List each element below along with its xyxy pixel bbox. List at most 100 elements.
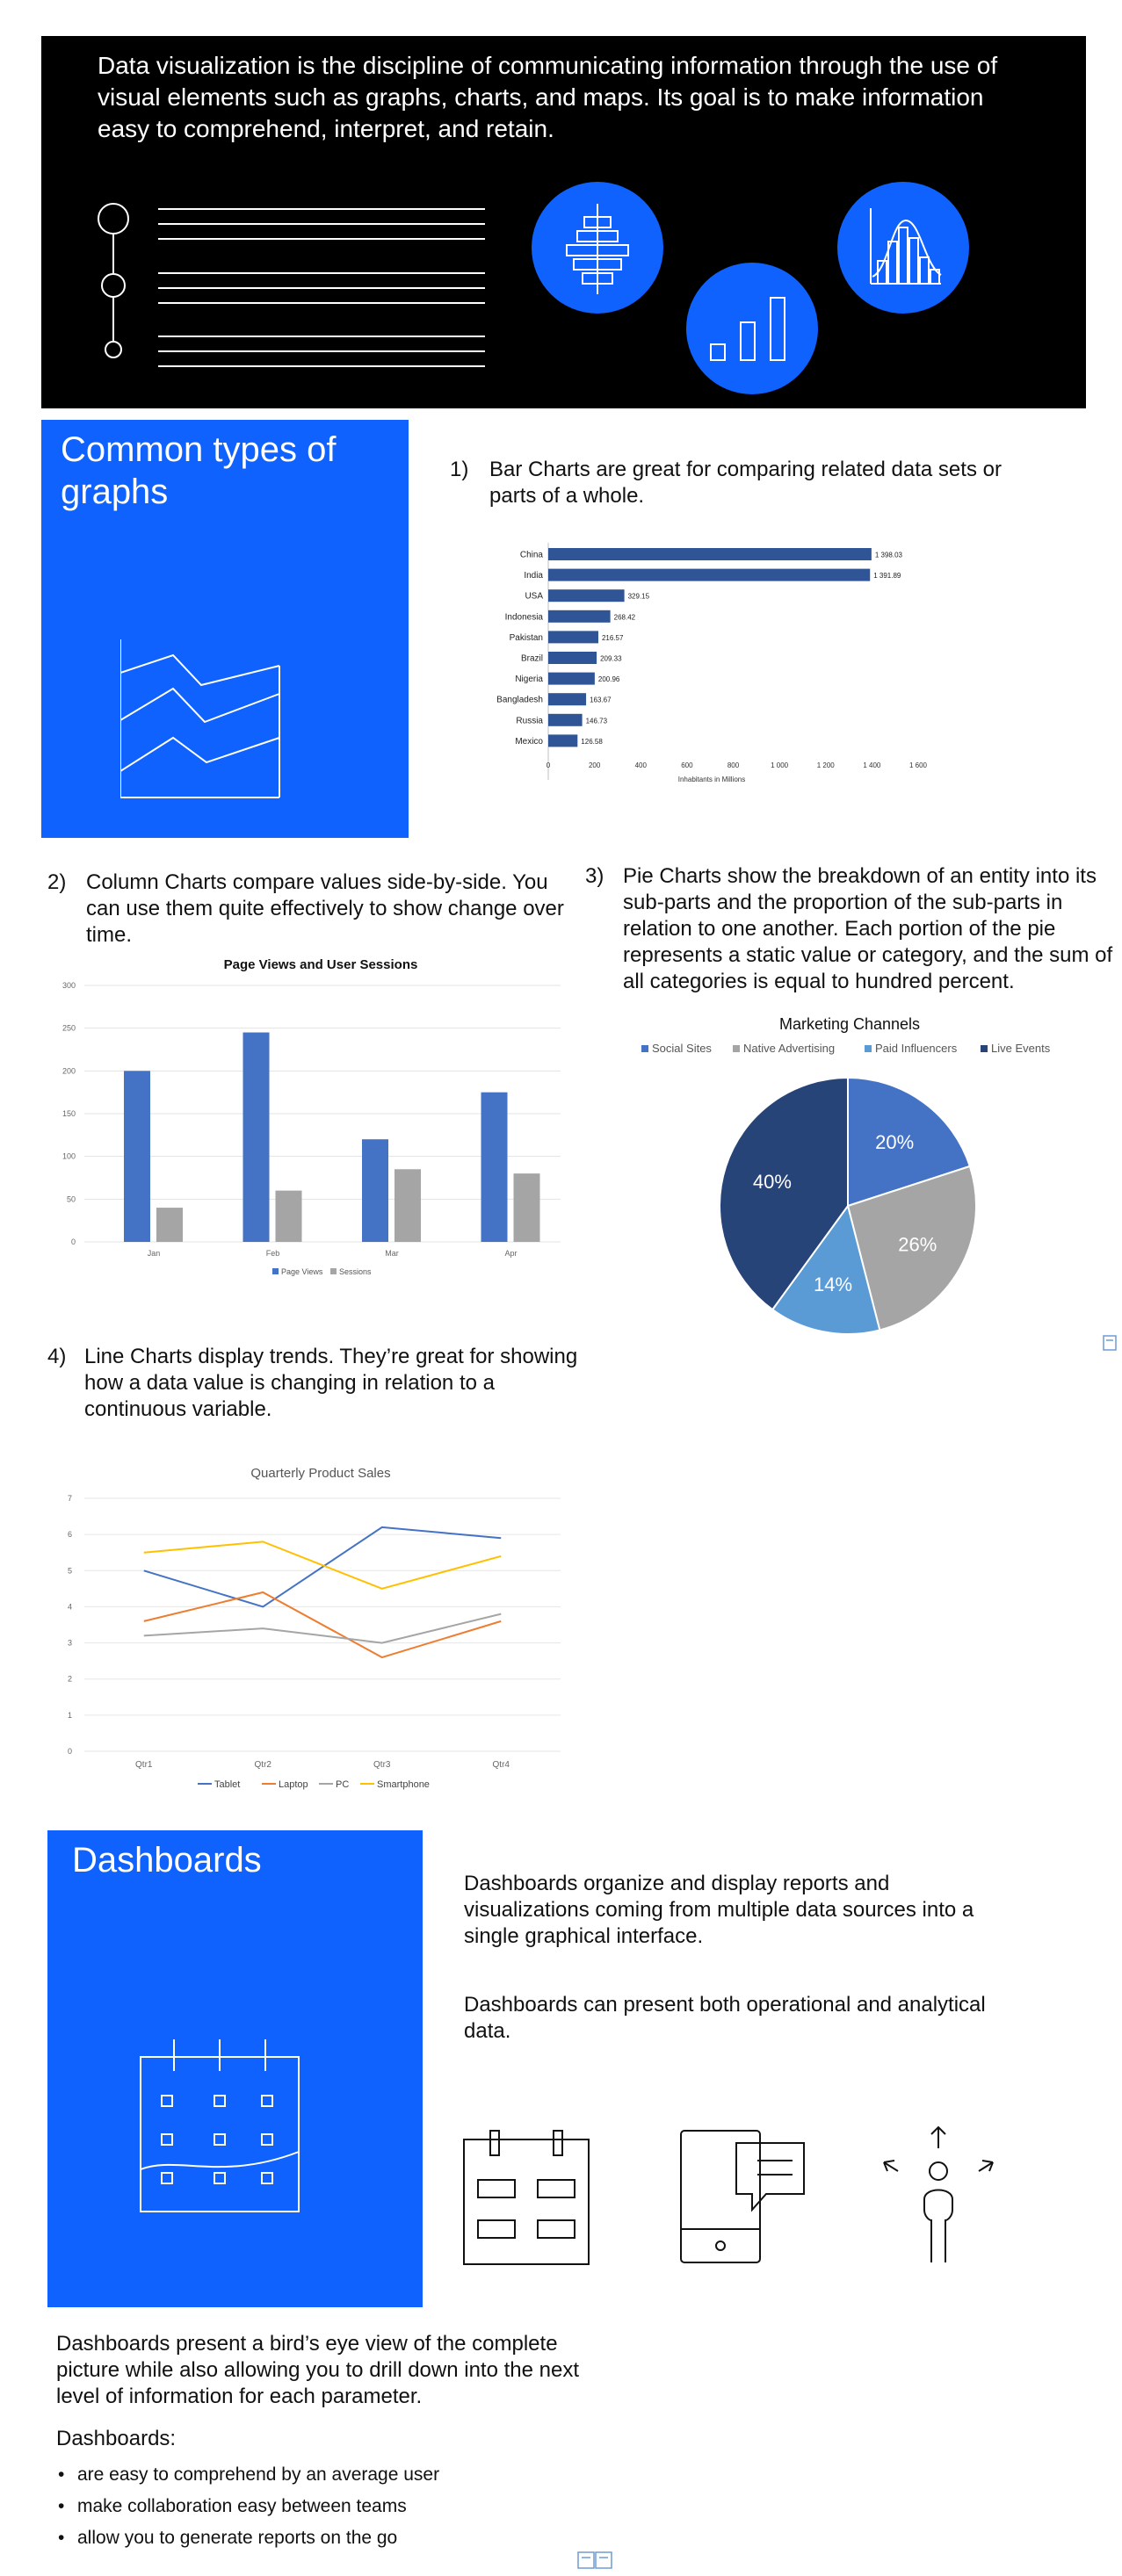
category-label: China [520, 551, 544, 560]
value-label: 200.96 [598, 675, 620, 683]
legend-label: Smartphone [377, 1779, 430, 1790]
x-tick-label: 1 200 [817, 761, 836, 769]
chart-title: Quarterly Product Sales [250, 1466, 390, 1481]
line-smartphone [143, 1541, 502, 1590]
bar-chart-icon [686, 263, 818, 394]
item-number: 1) [450, 458, 469, 481]
list-item: are easy to comprehend by an average use… [56, 2459, 601, 2491]
y-tick-label: 6 [68, 1530, 72, 1539]
value-label: 329.15 [628, 593, 650, 601]
x-tick-label: Qtr2 [255, 1760, 272, 1770]
category-label: Mexico [515, 737, 543, 747]
y-tick-label: 150 [62, 1109, 76, 1118]
legend-label: Tablet [214, 1779, 240, 1790]
category-label: Bangladesh [496, 696, 543, 705]
x-tick-label: Feb [266, 1249, 280, 1258]
y-tick-label: 0 [71, 1237, 76, 1246]
x-tick-label: 600 [681, 761, 693, 769]
line-pc [143, 1613, 502, 1644]
y-tick-label: 200 [62, 1066, 76, 1075]
pie-legend: Social Sites Native Advertising Paid Influ… [641, 1042, 1051, 1055]
x-tick-label: 800 [727, 761, 740, 769]
x-tick-label: 1 600 [909, 761, 928, 769]
x-tick-label: Jan [148, 1249, 161, 1258]
x-axis-label: Inhabitants in Millions [678, 776, 745, 783]
value-label: 268.42 [614, 613, 636, 621]
x-tick-label: Qtr1 [135, 1760, 153, 1770]
hero-banner: Data visualization is the discipline of … [41, 36, 1086, 408]
population-pyramid-icon [532, 182, 663, 314]
value-label: 126.58 [581, 738, 603, 746]
category-label: Indonesia [505, 612, 544, 622]
column-chart-description: 2) Column Charts compare values side-by-… [47, 869, 575, 954]
legend-label: Social Sites [652, 1042, 712, 1055]
x-tick-label: 200 [589, 761, 601, 769]
legend-label: Laptop [279, 1779, 308, 1790]
legend-swatch [330, 1268, 337, 1274]
legend-label: Sessions [339, 1267, 372, 1276]
distribution-chart-icon [837, 182, 969, 314]
columns: 0 50 100 150 200 250 300 Jan Feb Mar Apr Page Views… [62, 981, 561, 1276]
person-directions-icon [883, 2125, 994, 2262]
value-label: 209.33 [600, 655, 622, 663]
column-sessions [156, 1208, 183, 1242]
page-views-column-chart: Page Views and User Sessions 0 50 100 150 20… [62, 957, 561, 1276]
legend-label: Paid Influencers [875, 1042, 958, 1055]
x-tick-label: Qtr3 [373, 1760, 391, 1770]
bar [548, 734, 578, 747]
legend-label: Live Events [991, 1042, 1051, 1055]
legend-swatch [865, 1045, 872, 1052]
column-page-views [124, 1071, 150, 1242]
category-label: Russia [516, 716, 543, 725]
lines: 0 1 2 3 4 5 6 7 Qtr1 Qtr2 Qtr3 Qtr4 Tablet Laptop PC Sm… [68, 1494, 561, 1790]
book-icon [1103, 1335, 1117, 1351]
x-tick-label: 1 400 [863, 761, 881, 769]
book-icon [577, 2551, 612, 2569]
dashboards-data-types: Dashboards can present both operational … [464, 1993, 986, 2043]
pie-slice [771, 1203, 881, 1335]
pie-chart-description: 3) Pie Charts show the breakdown of an e… [585, 863, 1117, 993]
item-text: Line Charts display trends. They’re grea… [84, 1345, 578, 1421]
legend-swatch [733, 1045, 740, 1052]
slice-label: 14% [814, 1274, 852, 1295]
x-tick-label: 1 000 [771, 761, 789, 769]
y-tick-label: 250 [62, 1024, 76, 1033]
y-tick-label: 4 [68, 1602, 72, 1611]
pie-slices: 20% 26% 14% 40% [719, 1076, 977, 1335]
x-tick-label: Qtr4 [493, 1760, 510, 1770]
dashboards-list-heading: Dashboards: [56, 2427, 177, 2450]
dashboards-overview: Dashboards present a bird’s eye view of … [56, 2332, 579, 2408]
dashboards-section-title: Dashboards [72, 1841, 262, 1880]
y-tick-label: 5 [68, 1566, 72, 1575]
slice-label: 20% [875, 1131, 914, 1153]
line-tablet [143, 1526, 502, 1608]
value-label: 1 398.03 [875, 552, 903, 559]
column-page-views [481, 1092, 508, 1242]
item-number: 4) [47, 1345, 67, 1368]
item-number: 2) [47, 870, 67, 894]
legend-swatch [641, 1045, 648, 1052]
area-chart-icon [120, 639, 280, 798]
quarterly-sales-line-chart: Quarterly Product Sales 0 1 2 3 4 5 6 7 Qtr1 Qtr2… [68, 1466, 561, 1790]
pie-slice [846, 1165, 977, 1331]
legend-label: Page Views [281, 1267, 323, 1276]
value-label: 1 391.89 [873, 572, 901, 580]
column-sessions [513, 1173, 540, 1242]
bar-chart-description: 1) Bar Charts are great for comparing re… [450, 457, 1012, 518]
pie-slice [719, 1076, 849, 1311]
bar [548, 568, 871, 581]
legend-swatch [981, 1045, 988, 1052]
dashboard-board-icon [463, 2130, 590, 2265]
bar [548, 713, 583, 726]
mobile-chat-icon [680, 2130, 805, 2263]
calendar-icon [140, 2039, 300, 2212]
bar [548, 610, 611, 623]
bar [548, 589, 625, 603]
dashboards-intro: Dashboards organize and display reports … [464, 1872, 974, 1948]
list-item: make collaboration easy between teams [56, 2491, 601, 2522]
value-label: 216.57 [602, 634, 624, 642]
dashboards-title-panel: Dashboards [47, 1830, 423, 2307]
bar [548, 672, 595, 685]
item-text: Pie Charts show the breakdown of an enti… [623, 864, 1113, 993]
x-tick-label: 400 [635, 761, 648, 769]
